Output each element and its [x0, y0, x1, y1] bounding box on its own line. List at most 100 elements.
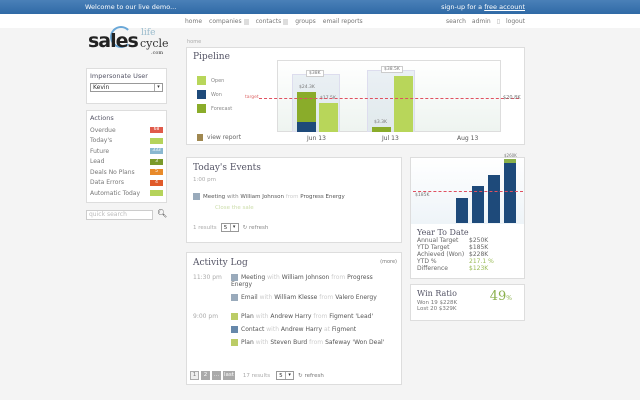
legend-item: Won [197, 90, 222, 99]
page-button[interactable]: 1 [190, 371, 199, 380]
activity-person[interactable]: William Johnson [281, 274, 330, 281]
bar-forecast[interactable] [372, 126, 391, 132]
quick-search-input[interactable]: quick search [86, 210, 153, 220]
action-label: Deals No Plans [90, 168, 135, 176]
ytd-bar[interactable] [504, 162, 516, 223]
activity-extra: 'Won Deal' [352, 339, 385, 346]
ytd-bar-open[interactable] [504, 158, 516, 163]
activity-extra: 'Lead' [355, 313, 374, 320]
win-ratio-percent: 49% [490, 289, 512, 304]
activity-company[interactable]: Valero Energy [335, 294, 377, 301]
activity-company[interactable]: Safeway [325, 339, 351, 346]
action-item[interactable]: Overdue 68 [90, 125, 163, 136]
action-item[interactable]: Future 333 [90, 146, 163, 157]
activity-f: from [313, 313, 328, 320]
signup-text: sign-up for a free account [441, 3, 525, 11]
forecast-label: $24.3K [299, 85, 315, 91]
activity-person[interactable]: William Klesse [274, 294, 318, 301]
impersonate-title: Impersonate User [90, 72, 148, 80]
ytd-bar[interactable] [488, 174, 500, 223]
bar-won[interactable] [297, 122, 316, 132]
ytd-row: YTD % 217.1 % [417, 258, 497, 265]
event-item[interactable]: Meeting with William Johnson from Progre… [193, 193, 395, 200]
nav-contacts[interactable]: contacts [256, 18, 289, 25]
event-company[interactable]: Progress Energy [300, 194, 345, 200]
nav-admin[interactable]: admin [471, 18, 491, 25]
nav-groups[interactable]: groups [295, 18, 316, 25]
activity-type: Plan [241, 313, 254, 320]
page-button[interactable]: ... [212, 371, 221, 380]
dropdown-icon[interactable] [283, 18, 289, 25]
activity-title: Activity Log [193, 258, 248, 268]
more-link[interactable]: (more) [380, 259, 397, 265]
action-label: Data Errors [90, 179, 124, 187]
action-item[interactable]: Data Errors 4 [90, 178, 163, 189]
nav-companies-label: companies [209, 18, 242, 25]
events-per-page-select[interactable]: 5 ▾ [220, 223, 239, 232]
impersonate-select[interactable]: Kevin ▾ [90, 83, 163, 92]
trash-icon[interactable]: ▯ [496, 18, 501, 25]
activity-company[interactable]: Progress Energy [231, 274, 373, 288]
bar-open[interactable] [319, 103, 338, 132]
action-count-badge: 333 [150, 148, 163, 155]
activity-company[interactable]: Figment [331, 326, 357, 333]
refresh-button[interactable]: ↻ refresh [242, 224, 269, 231]
dropdown-icon[interactable] [243, 18, 249, 25]
nav-companies[interactable]: companies [209, 18, 249, 25]
activity-item[interactable]: Email with William Klesse from Valero En… [231, 294, 395, 301]
activity-f: from [319, 294, 334, 301]
ytd-target-line [413, 191, 523, 193]
ytd-top-label: $260K [504, 152, 517, 158]
activity-person[interactable]: Andrew Harry [270, 313, 312, 320]
bar-open[interactable] [394, 75, 413, 132]
action-item[interactable]: Automatic Today [90, 188, 163, 199]
bar-forecast[interactable] [297, 92, 316, 123]
breadcrumb[interactable]: home [187, 39, 202, 45]
email-icon [231, 294, 238, 301]
nav-search[interactable]: search [445, 18, 466, 25]
activity-refresh-button[interactable]: ↻ refresh [298, 372, 324, 379]
ytd-bar[interactable] [456, 198, 468, 223]
x-tick-label: Jul 13 [382, 135, 399, 142]
legend-label: Forecast [211, 105, 233, 112]
action-item[interactable]: Today's [90, 136, 163, 147]
action-item[interactable]: Lead 3 [90, 157, 163, 168]
activity-item[interactable]: Plan with Andrew Harry from Figment 'Lea… [231, 313, 395, 320]
activity-company[interactable]: Figment [329, 313, 354, 320]
events-results: 1 results [193, 224, 217, 231]
chevron-down-icon: ▾ [229, 224, 238, 231]
ytd-row: YTD Target $185K [417, 244, 497, 251]
nav-email-reports[interactable]: email reports [322, 18, 363, 25]
activity-item[interactable]: Contact with Andrew Harry at Figment [231, 326, 395, 333]
ytd-row: Difference $123K [417, 265, 497, 272]
activity-item[interactable]: Plan with Steven Burd from Safeway 'Won … [231, 339, 395, 346]
event-person[interactable]: William Johnson [240, 194, 284, 200]
action-label: Lead [90, 158, 105, 166]
ytd-value: $228K [469, 251, 489, 258]
activity-type: Email [241, 294, 258, 301]
activity-person[interactable]: Andrew Harry [280, 326, 323, 333]
logo[interactable]: sales life cycle .com [85, 24, 175, 64]
report-icon [197, 134, 203, 141]
activity-item[interactable]: Meeting with William Johnson from Progre… [231, 274, 395, 288]
page-button[interactable]: 2 [201, 371, 210, 380]
free-account-link[interactable]: free account [484, 3, 525, 11]
chevron-down-icon: ▾ [285, 372, 293, 379]
event-time: 1:00 pm [193, 177, 216, 183]
events-title: Today's Events [193, 163, 261, 173]
ytd-bar[interactable] [472, 185, 484, 223]
view-report-label: view report [207, 134, 242, 141]
activity-person[interactable]: Steven Burd [270, 339, 308, 346]
activity-per-page-select[interactable]: 5 ▾ [276, 371, 295, 380]
view-report-link[interactable]: view report [197, 134, 241, 141]
search-icon[interactable]: 🔍︎ [157, 209, 168, 218]
logo-sales: sales [88, 30, 139, 52]
action-count-badge: 4 [150, 179, 163, 186]
page-button[interactable]: last [223, 371, 235, 380]
activity-type: Contact [241, 326, 265, 333]
nav-logout[interactable]: logout [506, 18, 525, 25]
action-label: Automatic Today [90, 189, 141, 197]
nav-home[interactable]: home [185, 18, 203, 25]
win-ratio-title: Win Ratio [417, 289, 457, 298]
action-item[interactable]: Deals No Plans 5 [90, 167, 163, 178]
